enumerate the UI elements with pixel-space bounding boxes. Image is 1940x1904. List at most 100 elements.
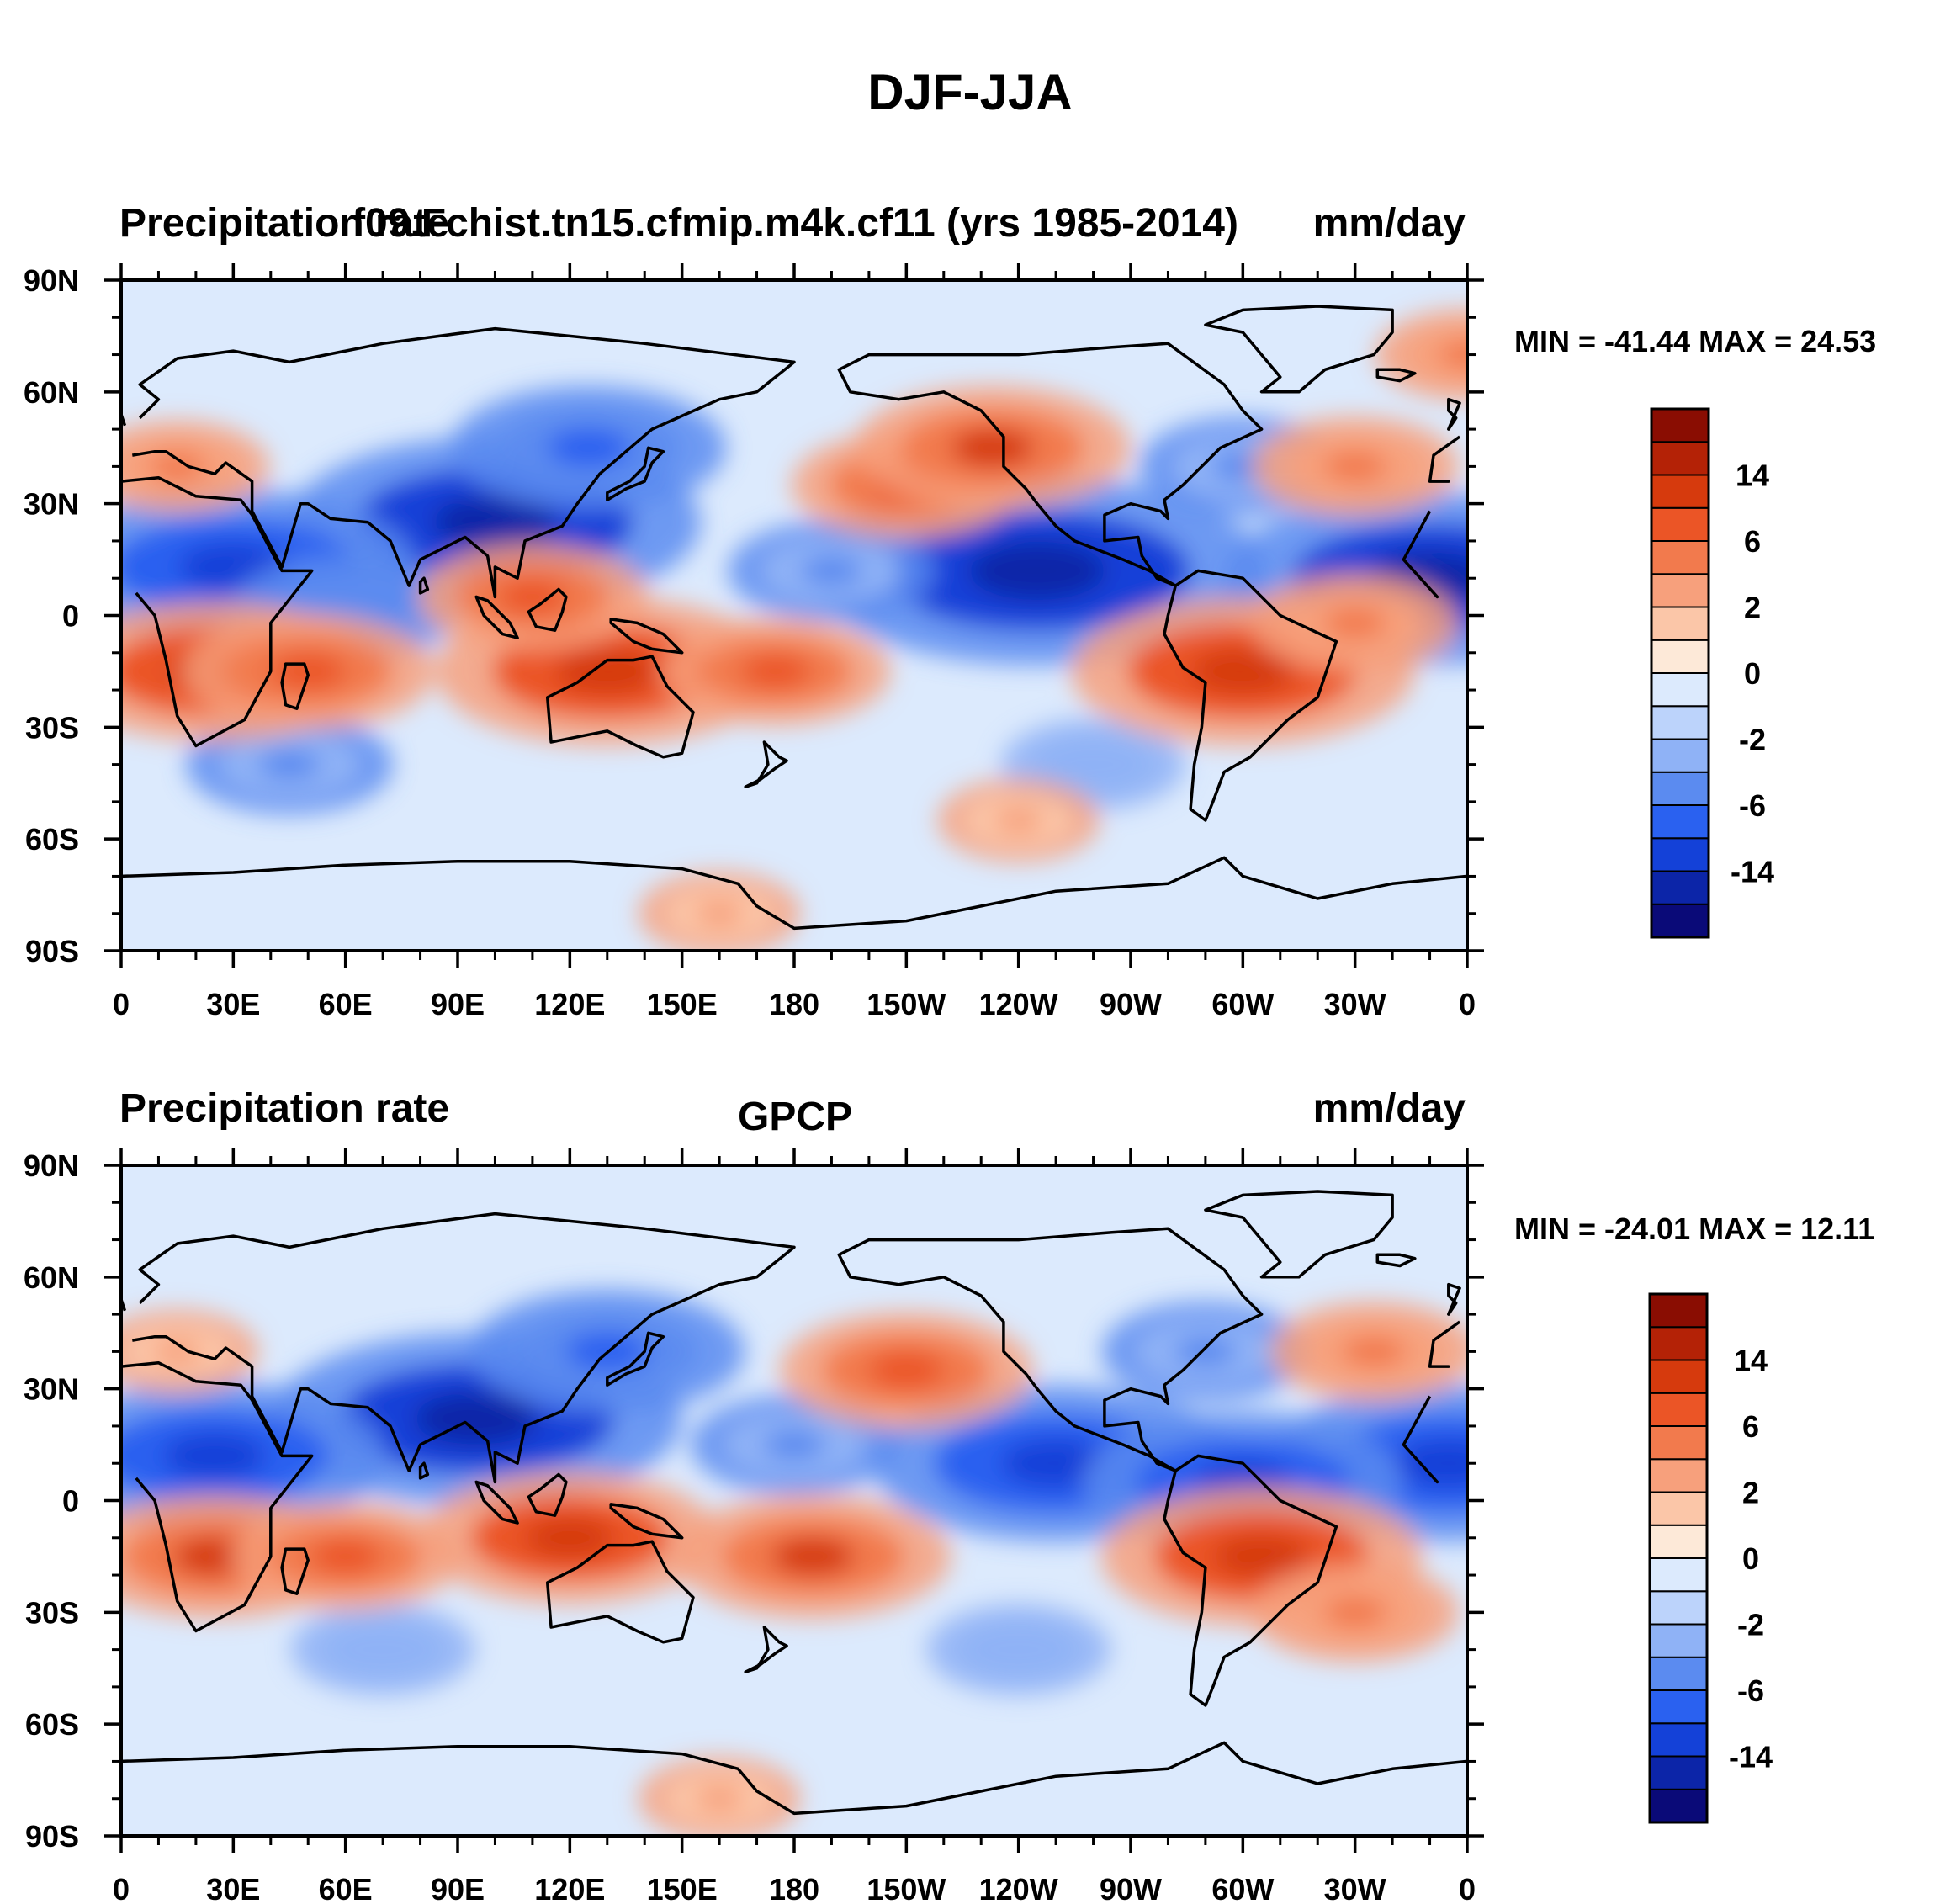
colorbar-label: 6 [1742,1409,1759,1444]
x-tick-label: 150E [647,987,718,1021]
colorbar-swatch [1649,1722,1708,1758]
anomaly-blob [1406,326,1467,384]
colorbar-swatch [1651,639,1709,674]
anomaly-core [149,452,205,481]
anomaly-core [433,495,557,549]
coastline-new-guinea [609,618,684,655]
anomaly-core [258,749,321,781]
colorbar-swatch [1651,672,1709,708]
y-tick-label: 30S [25,710,79,745]
coastline-north-america [837,1227,1264,1472]
colorbar-label: -6 [1739,788,1766,823]
colorbar-swatch [1651,837,1709,872]
panel2-title-center: GPCP [737,1095,853,1139]
colorbar-swatch [1649,1425,1708,1461]
colorbar-label: -6 [1737,1673,1764,1708]
coastline-borneo [527,587,568,632]
y-tick-label: 60S [25,822,79,857]
colorbar-swatch [1651,771,1709,806]
anomaly-core [1213,1534,1310,1578]
y-tick-label: 60N [24,375,79,410]
coastline-africa [121,475,1439,748]
colorbar-swatch [1651,540,1709,575]
anomaly-core [1174,1335,1237,1367]
colorbar-swatch [1651,870,1709,905]
colorbar-swatch [1651,441,1709,476]
coastline-australia [545,1540,695,1644]
x-tick-label: 60E [319,1872,373,1904]
coastline-south-america [1163,569,1338,822]
coastline-australia [545,655,695,759]
colorbar-swatch [1649,1392,1708,1427]
coastline-north-america [837,342,1264,587]
colorbar-label: 0 [1744,656,1761,691]
panel2-title-right: mm/day [1312,1086,1466,1131]
x-tick-label: 180 [769,1872,819,1904]
colorbar-swatch [1649,1359,1708,1394]
anomaly-core [968,541,1106,601]
coastline-antarctica [121,856,1467,931]
colorbar-swatch [1651,705,1709,740]
x-tick-label: 90W [1100,987,1162,1021]
panel1-map: 0 30E 60E 90E 120E 150E 180 150W 120W 90W 60W 30W 09… [24,263,1484,1021]
anomaly-core [1323,607,1386,639]
x-tick-label: 150W [867,1872,946,1904]
coastline-greenland [1204,305,1394,394]
anomaly-core [1342,1335,1405,1367]
x-tick-label: 0 [113,987,130,1021]
anomaly-core [525,1517,615,1559]
colorbar-swatch [1649,1623,1708,1658]
colorbar-label: 2 [1742,1476,1759,1510]
colorbar-swatch [1649,1788,1708,1823]
colorbar-swatch [1649,1656,1708,1691]
y-tick-label: 30N [24,1372,79,1407]
anomaly-core [1065,750,1121,779]
x-tick-label: 0 [1459,1872,1476,1904]
anomaly-core [547,428,630,468]
panel1-coastlines [121,305,1467,931]
colorbar-swatch [1649,1755,1708,1790]
anomaly-core [990,1635,1047,1664]
coastline-antarctica [121,1741,1467,1816]
x-tick-label: 150E [647,1872,718,1904]
anomaly-core [310,1539,380,1573]
colorbar-label: 14 [1736,459,1769,493]
x-tick-label: 30E [206,987,260,1021]
anomaly-core [1323,450,1386,482]
colorbar-label: -14 [1731,855,1774,889]
colorbar-swatch [1649,1689,1708,1725]
coastline-madagascar [280,1547,310,1595]
coastline-sumatra [474,595,519,639]
anomaly-core [497,580,567,614]
panel1-title-right: mm/day [1312,201,1466,246]
coastline-madagascar [280,662,310,710]
x-tick-label: 120E [534,1872,605,1904]
panel1-anomaly-field [121,309,1467,951]
panel2-coastlines [121,1190,1467,1816]
colorbar-label: -2 [1737,1608,1764,1642]
panel1-title-left: Precipitation rate [119,201,450,246]
x-tick-label: 90W [1100,1872,1162,1904]
coastline-new-zealand [744,1626,788,1673]
colorbar-label: -14 [1729,1740,1773,1774]
y-tick-label: 90N [24,263,79,298]
x-tick-label: 120W [979,987,1058,1021]
coastline-south-america [1163,1454,1338,1707]
colorbar-swatch [1651,474,1709,509]
x-tick-label: 120E [534,987,605,1021]
figure-title: DJF-JJA [867,64,1073,120]
coastline-japan [606,1331,665,1387]
coastline-eurasia [132,326,1461,599]
x-tick-label: 120W [979,1872,1058,1904]
colorbar-swatch [1649,1458,1708,1493]
colorbar-frame [1650,407,1710,939]
coastline-borneo [527,1472,568,1517]
x-tick-label: 60E [319,987,373,1021]
coastline-iceland [1375,1253,1417,1268]
anomaly-core [162,1432,267,1479]
panel2-map: 0 30E 60E 90E 120E 150E 180 150W 120W 90W 60W 30W 0 9… [24,1148,1484,1904]
anomaly-core [1323,1596,1386,1628]
y-tick-label: 0 [62,599,79,634]
panel2-min-max: MIN = -24.01 MAX = 12.11 [1514,1212,1875,1246]
